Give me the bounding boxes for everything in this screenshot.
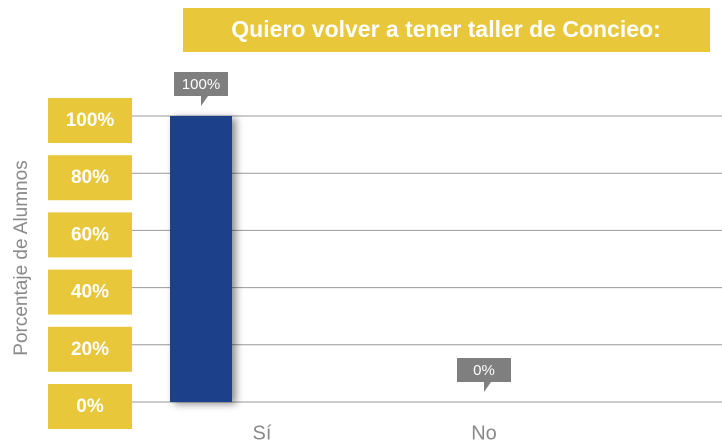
y-tick-box (48, 212, 132, 258)
y-tick-box (48, 155, 132, 201)
value-label-box (174, 72, 228, 106)
value-label: 100% (182, 76, 220, 93)
value-label-box (457, 358, 511, 392)
y-tick-box (48, 326, 132, 372)
x-tick-label: No (471, 422, 497, 444)
y-tick-box (48, 384, 132, 429)
y-tick-label: 60% (71, 224, 109, 245)
y-tick-label: 40% (71, 282, 109, 303)
x-tick-label: Sí (253, 422, 272, 444)
y-tick-label: 80% (71, 167, 109, 188)
y-axis-title: Porcentaje de Alumnos (11, 160, 32, 355)
y-tick-box (48, 98, 132, 143)
title-box (183, 8, 710, 52)
y-tick-label: 20% (71, 339, 109, 360)
chart-title: Quiero volver a tener taller de Concieo: (231, 16, 660, 42)
bar (170, 116, 232, 402)
y-tick-label: 0% (76, 396, 104, 417)
y-tick-box (48, 269, 132, 315)
value-label: 0% (473, 362, 495, 379)
y-tick-label: 100% (66, 110, 115, 131)
